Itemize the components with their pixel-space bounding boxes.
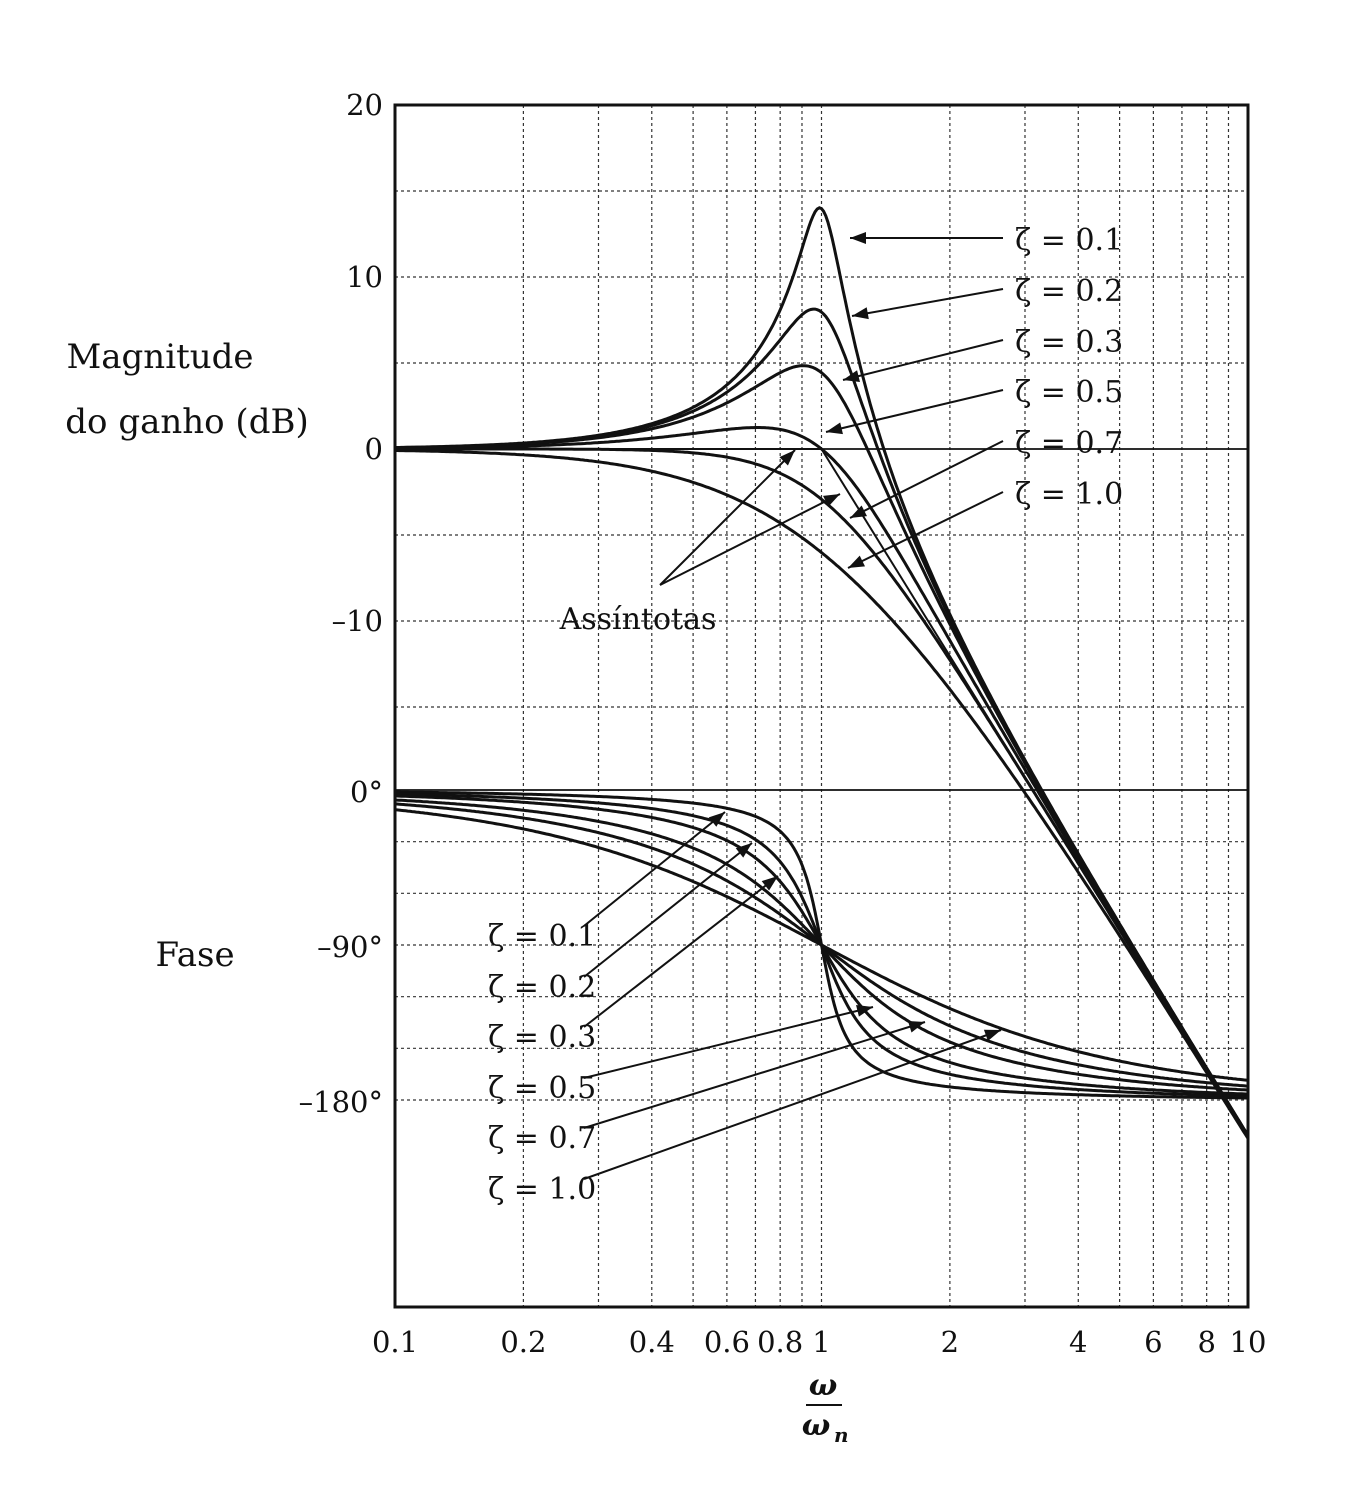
phase-zeta-label: ζ = 0.1 xyxy=(488,919,596,954)
x-axis-label-numerator: ω xyxy=(809,1368,838,1403)
annotation-arrows xyxy=(583,232,1004,1180)
x-tick-label: 10 xyxy=(1230,1325,1267,1359)
phase-zeta-label: ζ = 1.0 xyxy=(488,1172,596,1207)
x-axis-label-denominator: ω xyxy=(802,1408,831,1443)
curves xyxy=(394,206,1250,1140)
x-tick-label: 2 xyxy=(941,1325,959,1359)
x-tick-label: 0.8 xyxy=(757,1325,803,1359)
phase-zeta-arrow-head xyxy=(983,1029,1001,1042)
phase-curve-zeta-1 xyxy=(394,808,1249,1082)
phase-zeta-arrow-head xyxy=(708,812,725,827)
magnitude-y-tick-label: 10 xyxy=(346,260,383,294)
phase-y-tick-label: –180° xyxy=(299,1085,383,1119)
x-tick-label: 6 xyxy=(1144,1325,1162,1359)
magnitude-axis-label-line2: do ganho (dB) xyxy=(65,402,308,442)
phase-zeta-arrow xyxy=(583,875,779,1028)
x-tick-label: 0.4 xyxy=(629,1325,675,1359)
asymptote-arrow xyxy=(659,449,796,586)
asymptote-high xyxy=(820,448,1249,1138)
magnitude-zeta-arrow-head xyxy=(850,232,866,244)
magnitude-zeta-label: ζ = 0.3 xyxy=(1015,325,1123,360)
magnitude-axis-label-line1: Magnitude xyxy=(66,337,253,377)
magnitude-zeta-label: ζ = 0.2 xyxy=(1015,274,1123,309)
phase-zeta-arrow xyxy=(583,811,726,927)
magnitude-zeta-label: ζ = 0.7 xyxy=(1015,426,1123,461)
phase-zeta-label: ζ = 0.2 xyxy=(488,970,596,1005)
phase-zeta-arrow-head xyxy=(761,876,778,891)
magnitude-y-tick-label: 0 xyxy=(365,432,383,466)
x-tick-label: 4 xyxy=(1069,1325,1087,1359)
asymptotes-label: Assíntotas xyxy=(559,602,717,637)
x-tick-label: 8 xyxy=(1197,1325,1215,1359)
phase-zeta-labels: ζ = 0.1 ζ = 0.2 ζ = 0.3 ζ = 0.5 ζ = 0.7 ζ = 1… xyxy=(488,919,596,1207)
magnitude-curve-zeta-1 xyxy=(395,449,1250,1140)
phase-zeta-arrow-head xyxy=(907,1021,925,1033)
phase-zeta-arrow xyxy=(583,1006,874,1079)
magnitude-zeta-label: ζ = 0.5 xyxy=(1015,375,1123,410)
magnitude-zeta-arrow xyxy=(849,440,1004,519)
magnitude-zeta-arrow-head xyxy=(826,422,843,435)
magnitude-zeta-arrow-head xyxy=(852,307,869,320)
phase-zeta-label: ζ = 0.7 xyxy=(488,1121,596,1156)
magnitude-zeta-arrow-head xyxy=(848,555,866,568)
magnitude-zeta-arrow-head xyxy=(850,505,867,518)
x-tick-label: 0.1 xyxy=(372,1325,418,1359)
magnitude-zeta-arrow xyxy=(825,389,1004,433)
magnitude-zeta-arrow-head xyxy=(843,370,860,382)
magnitude-zeta-arrow xyxy=(851,288,1004,317)
x-tick-label: 0.2 xyxy=(500,1325,546,1359)
asymptote-arrow xyxy=(659,493,841,586)
x-tick-label: 1 xyxy=(812,1325,830,1359)
phase-zeta-label: ζ = 0.5 xyxy=(488,1071,596,1106)
phase-zeta-label: ζ = 0.3 xyxy=(488,1020,596,1055)
magnitude-zeta-label: ζ = 1.0 xyxy=(1015,477,1123,512)
asymptote-arrow-head xyxy=(823,494,840,507)
phase-y-tick-label: 0° xyxy=(350,775,383,809)
phase-zeta-arrow-head xyxy=(856,1004,873,1017)
magnitude-y-tick-label: 20 xyxy=(346,88,383,122)
phase-y-tick-label: –90° xyxy=(317,930,383,964)
magnitude-zeta-arrow xyxy=(842,339,1004,381)
tick-labels: 0.1 0.2 0.4 0.6 0.8 1 2 4 6 8 10 20 10 0 –10 0° –90° –180… xyxy=(299,88,1267,1359)
phase-axis-label: Fase xyxy=(155,935,234,975)
phase-zeta-arrow-head xyxy=(735,843,752,858)
asymptote-arrow-head xyxy=(779,450,795,466)
magnitude-y-tick-label: –10 xyxy=(332,604,383,638)
phase-zeta-arrow xyxy=(583,1021,926,1129)
x-tick-label: 0.6 xyxy=(704,1325,750,1359)
plot-frame xyxy=(393,103,1250,1309)
magnitude-zeta-labels: ζ = 0.1 ζ = 0.2 ζ = 0.3 ζ = 0.5 ζ = 0.7 ζ = 1… xyxy=(1015,223,1123,512)
x-axis-label-denominator-subscript: n xyxy=(834,1423,849,1447)
phase-zeta-arrow xyxy=(583,842,753,978)
phase-zeta-arrow xyxy=(583,1029,1002,1180)
magnitude-zeta-arrow xyxy=(847,491,1004,569)
magnitude-zeta-label: ζ = 0.1 xyxy=(1015,223,1123,258)
